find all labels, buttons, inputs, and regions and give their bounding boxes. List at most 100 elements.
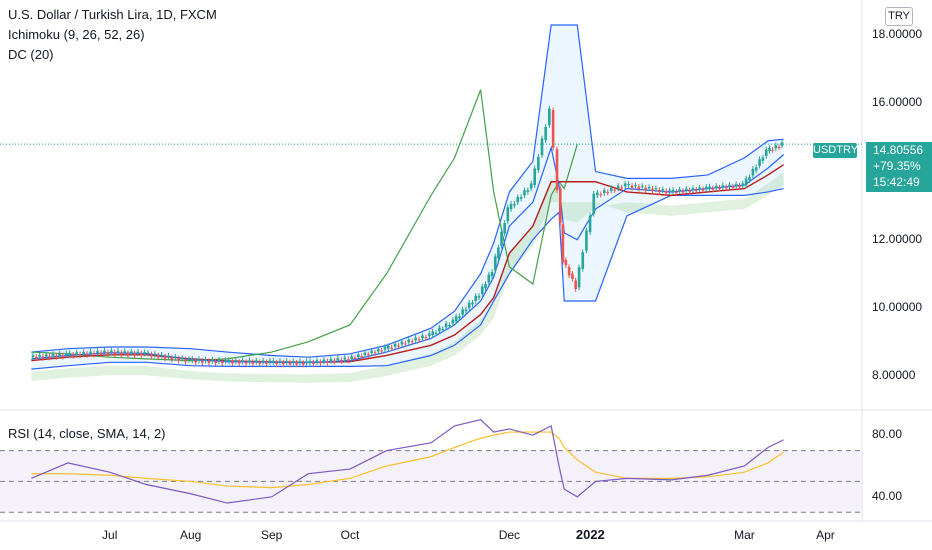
candle-body — [410, 341, 414, 343]
symbol-legend[interactable]: U.S. Dollar / Turkish Lira, 1D, FXCM — [8, 7, 217, 22]
candle-body — [285, 360, 288, 363]
last-price-box: 14.80556 +79.35% 15:42:49 — [866, 142, 932, 192]
candle-body — [651, 188, 654, 192]
time-tick-label: Aug — [179, 528, 202, 542]
candle-body — [708, 186, 711, 189]
candle-body — [180, 357, 184, 360]
candle-body — [61, 355, 65, 357]
candle-body — [187, 358, 191, 361]
candle-body — [780, 142, 784, 146]
candle-body — [113, 352, 116, 355]
candle-body — [620, 187, 623, 189]
candle-body — [85, 353, 89, 356]
candle-body — [754, 167, 758, 171]
candle-body — [251, 361, 255, 364]
candle-body — [191, 358, 194, 361]
time-tick-label: Apr — [816, 528, 835, 542]
candle-body — [397, 345, 400, 347]
candle-body — [490, 272, 494, 277]
candle-body — [197, 359, 201, 361]
candle-body — [48, 356, 51, 358]
candle-body — [400, 341, 404, 345]
time-tick-label: Jul — [102, 528, 118, 542]
candle-body — [315, 360, 319, 363]
candle-body — [627, 183, 630, 186]
candle-body — [513, 203, 516, 206]
candle-body — [640, 186, 644, 188]
candle-body — [78, 354, 82, 356]
candle-body — [71, 354, 75, 357]
candle-body — [748, 177, 751, 181]
candle-body — [343, 357, 347, 360]
candle-body — [714, 185, 718, 188]
candle-body — [350, 356, 353, 359]
candle-body — [41, 356, 45, 359]
candle-body — [688, 190, 691, 192]
conversion-line — [31, 145, 785, 364]
candle-body — [771, 149, 774, 151]
candle-body — [516, 197, 520, 203]
candle-body — [509, 203, 513, 209]
candle-body — [701, 189, 705, 191]
candle-body — [548, 108, 551, 126]
candle-body — [103, 350, 106, 353]
candle-body — [82, 351, 85, 354]
candle-body — [244, 361, 248, 364]
candle-body — [360, 356, 363, 358]
candle-body — [201, 360, 204, 363]
candle-body — [698, 187, 701, 190]
candle-body — [220, 361, 224, 364]
candle-body — [268, 360, 272, 363]
candle-body — [214, 361, 217, 364]
candle-body — [529, 183, 533, 189]
candle-body — [768, 148, 771, 152]
candle-body — [421, 335, 424, 339]
candle-body — [474, 295, 478, 301]
candle-body — [278, 360, 282, 363]
candle-body — [630, 185, 634, 188]
candle-body — [555, 149, 559, 191]
candle-body — [272, 360, 275, 363]
candle-body — [54, 355, 58, 358]
time-tick-label: Oct — [340, 528, 360, 542]
candle-body — [777, 146, 781, 148]
lagging-span-line — [31, 89, 578, 362]
candle-body — [533, 168, 537, 186]
candle-body — [738, 185, 741, 188]
candle-body — [427, 333, 431, 337]
candle-body — [417, 339, 421, 341]
candle-body — [184, 359, 187, 362]
candle-body — [275, 362, 278, 365]
candle-body — [471, 302, 474, 305]
candle-body — [761, 157, 765, 161]
candle-body — [675, 191, 678, 194]
candle-body — [357, 354, 360, 358]
candle-body — [237, 361, 241, 364]
candle-body — [523, 190, 526, 196]
candle-body — [64, 353, 68, 356]
donchian-legend[interactable]: DC (20) — [8, 47, 54, 62]
candle-body — [644, 187, 647, 191]
candle-body — [35, 356, 38, 359]
candle-body — [153, 353, 157, 355]
ichimoku-legend[interactable]: Ichimoku (9, 26, 52, 26) — [8, 27, 145, 42]
candle-body — [711, 188, 715, 190]
candle-body — [577, 267, 581, 288]
candle-body — [431, 331, 434, 336]
candle-body — [367, 354, 370, 356]
candle-body — [658, 189, 661, 193]
currency-button[interactable]: TRY — [885, 7, 913, 26]
candle-body — [241, 360, 244, 362]
candle-body — [298, 361, 302, 363]
time-tick-label: 2022 — [575, 527, 605, 542]
candle-body — [301, 362, 305, 365]
price-tick-label: 10.00000 — [872, 299, 923, 314]
candle-body — [407, 339, 411, 343]
candle-body — [156, 355, 160, 358]
candle-body — [234, 360, 238, 362]
candle-body — [254, 360, 258, 363]
rsi-legend[interactable]: RSI (14, close, SMA, 14, 2) — [8, 426, 166, 441]
candle-body — [312, 362, 315, 365]
